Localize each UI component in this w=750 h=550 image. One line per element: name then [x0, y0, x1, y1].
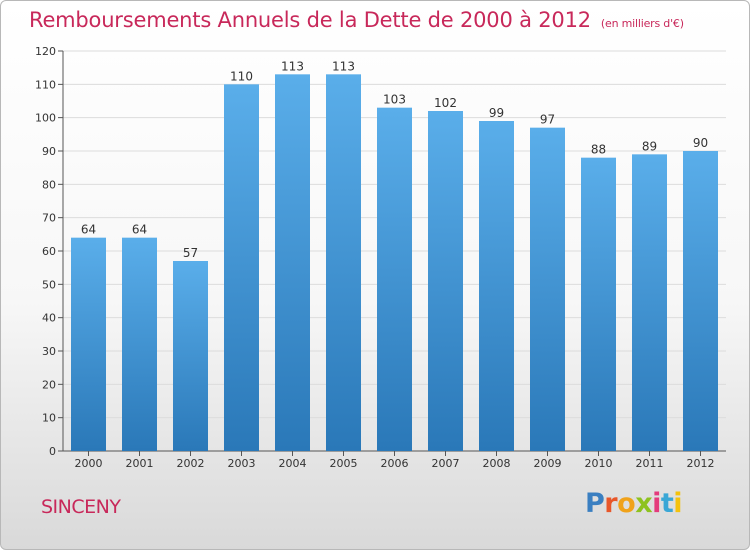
x-tick-label: 2002: [177, 457, 205, 470]
logo-letter: i: [673, 488, 683, 519]
bar-2010: [581, 157, 616, 451]
value-label: 113: [332, 59, 355, 73]
logo-letter: x: [635, 488, 653, 519]
value-label: 99: [489, 106, 504, 120]
logo-letter: P: [585, 488, 605, 519]
value-label: 64: [132, 223, 147, 237]
logo-letter: t: [660, 488, 674, 519]
bar-2004: [275, 74, 310, 451]
x-tick-label: 2011: [636, 457, 664, 470]
value-label: 57: [183, 246, 198, 260]
x-tick-label: 2001: [126, 457, 154, 470]
x-tick-label: 2010: [585, 457, 613, 470]
bar-2001: [122, 237, 157, 451]
value-label: 97: [540, 113, 555, 127]
bar-2000: [71, 237, 106, 451]
x-tick-label: 2008: [483, 457, 511, 470]
value-label: 102: [434, 96, 457, 110]
value-label: 103: [383, 93, 406, 107]
bar-2005: [326, 74, 361, 451]
chart-subtitle: (en milliers d'€): [600, 17, 684, 30]
proxiti-logo[interactable]: Proxiti: [585, 488, 683, 519]
value-label: 89: [642, 139, 657, 153]
value-label: 90: [693, 136, 708, 150]
bar-2002: [173, 261, 208, 451]
bar-2008: [479, 121, 514, 451]
y-tick-label: 80: [42, 178, 56, 191]
bar-2009: [530, 127, 565, 452]
value-label: 110: [230, 69, 253, 83]
y-tick-label: 20: [42, 378, 56, 391]
y-tick-label: 60: [42, 245, 56, 258]
x-tick-label: 2007: [432, 457, 460, 470]
logo-letter: i: [652, 488, 661, 519]
y-tick-label: 100: [35, 112, 56, 125]
value-label: 88: [591, 143, 606, 157]
value-labels: 64 64 57 110 113 113 103 102 99 97 88 89 90: [81, 59, 708, 260]
y-tick-label: 30: [42, 345, 56, 358]
y-tick-label: 90: [42, 145, 56, 158]
x-tick-label: 2000: [75, 457, 103, 470]
y-tick-label: 110: [35, 78, 56, 91]
logo-letter: o: [617, 488, 636, 519]
x-tick-label: 2004: [279, 457, 307, 470]
value-label: 113: [281, 59, 304, 73]
bar-2007: [428, 111, 463, 451]
chart-title: Remboursements Annuels de la Dette de 20…: [29, 8, 684, 32]
y-tick-label: 70: [42, 212, 56, 225]
y-tick-label: 10: [42, 412, 56, 425]
y-tick-label: 120: [35, 45, 56, 58]
axes: 0 10 20 30 40 50 60 70 80 90 100 110 120 2000 2001 2002…: [35, 45, 726, 470]
y-tick-label: 40: [42, 312, 56, 325]
x-tick-label: 2006: [381, 457, 409, 470]
bar-2011: [632, 154, 667, 452]
x-tick-label: 2009: [534, 457, 562, 470]
y-tick-label: 0: [49, 445, 56, 458]
town-name: SINCENY: [41, 496, 121, 518]
x-tick-label: 2005: [330, 457, 358, 470]
bar-2006: [377, 107, 412, 452]
x-tick-label: 2003: [228, 457, 256, 470]
value-label: 64: [81, 223, 96, 237]
logo-letter: r: [604, 488, 618, 519]
y-tick-label: 50: [42, 278, 56, 291]
bar-2012: [683, 151, 718, 451]
x-tick-label: 2012: [687, 457, 715, 470]
bar-2003: [224, 84, 259, 451]
bars: [71, 74, 718, 452]
